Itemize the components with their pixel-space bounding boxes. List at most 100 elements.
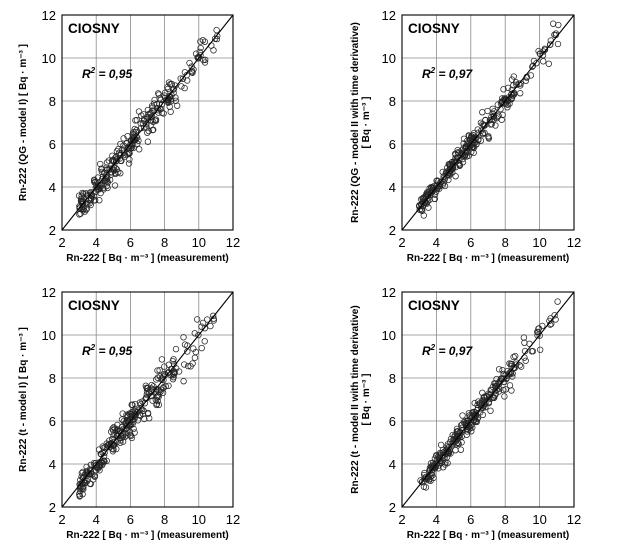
data-point: [521, 339, 528, 346]
data-point: [420, 194, 428, 201]
x-tick-label: 10: [532, 235, 546, 250]
data-point: [149, 104, 156, 111]
y-axis-label: Rn-222 (QG - model II with time derivati…: [350, 22, 361, 223]
r-squared-annotation: R2 = 0,95: [82, 343, 132, 358]
data-point: [494, 101, 501, 108]
chart-panel-3: 2 4 6 8 10 12 2 4 6 8 10 12 CIOSNY R2 = 0,95 Rn-222 [ …: [18, 285, 240, 541]
data-point: [492, 122, 499, 129]
plot-frame: [61, 14, 234, 231]
data-point: [500, 100, 508, 107]
data-point: [106, 437, 113, 444]
data-point: [145, 388, 153, 396]
data-point: [446, 168, 453, 175]
data-point: [488, 386, 495, 394]
data-point: [187, 363, 194, 370]
data-point: [495, 381, 503, 388]
data-point: [198, 344, 205, 352]
data-point: [114, 426, 121, 433]
data-point: [213, 26, 220, 34]
data-point: [136, 146, 143, 153]
data-point: [454, 149, 462, 156]
data-point: [207, 322, 214, 330]
data-point: [98, 168, 106, 176]
data-point: [113, 157, 120, 164]
data-point: [86, 480, 94, 487]
y-tick-label: 6: [389, 414, 396, 429]
data-point: [98, 175, 106, 183]
data-point: [153, 401, 160, 409]
data-point: [181, 361, 188, 368]
data-point: [527, 72, 535, 79]
data-point: [436, 458, 443, 465]
x-tick-label: 6: [467, 235, 474, 250]
x-tick-label: 2: [398, 512, 405, 527]
data-point: [149, 107, 156, 114]
y-axis-label: Rn-222 (t - model II with time derivativ…: [350, 305, 361, 493]
data-point: [83, 206, 90, 213]
data-point: [170, 86, 177, 93]
data-point: [201, 59, 209, 66]
data-point: [156, 367, 163, 374]
data-point: [86, 200, 93, 207]
data-point: [161, 89, 169, 96]
data-point: [512, 79, 520, 86]
data-point: [103, 164, 110, 171]
data-point: [201, 338, 208, 345]
data-point: [90, 476, 97, 483]
data-point: [115, 169, 122, 176]
data-point: [537, 346, 544, 353]
reference-line: [401, 14, 575, 231]
data-point: [76, 204, 84, 211]
data-point: [105, 157, 112, 164]
data-point: [181, 341, 189, 348]
y-axis-label: Rn-222 (QG - model I) [ Bq · m⁻³ ]: [18, 44, 29, 201]
data-point: [80, 482, 87, 489]
data-point: [102, 444, 109, 451]
data-point: [495, 388, 503, 395]
data-point: [154, 397, 161, 405]
data-point: [504, 101, 511, 108]
data-point: [463, 431, 470, 438]
data-point: [161, 363, 168, 370]
data-point: [128, 434, 136, 442]
y-tick-label: 6: [49, 137, 56, 152]
data-point: [480, 396, 487, 404]
data-point: [495, 366, 503, 373]
data-point: [125, 160, 133, 167]
data-point: [144, 384, 152, 392]
x-tick-label: 6: [127, 512, 134, 527]
data-point: [429, 472, 436, 479]
data-point: [502, 386, 509, 393]
data-point: [470, 411, 478, 419]
y-tick-label: 12: [382, 8, 396, 23]
data-point: [133, 133, 140, 140]
data-point: [510, 353, 517, 361]
data-point: [539, 52, 547, 59]
y-tick-label: 4: [49, 180, 56, 195]
y-tick-label: 4: [389, 180, 396, 195]
data-point: [141, 115, 148, 122]
data-point: [470, 149, 477, 156]
data-point: [440, 464, 447, 471]
data-point: [154, 367, 161, 374]
data-point: [87, 201, 94, 209]
data-point: [456, 157, 463, 164]
data-point: [106, 165, 113, 172]
data-point: [126, 150, 133, 157]
x-tick-label: 4: [433, 512, 440, 527]
data-point: [144, 138, 152, 145]
data-point: [427, 460, 435, 467]
data-point: [113, 445, 120, 453]
data-point: [456, 162, 463, 169]
data-point: [129, 421, 136, 428]
x-tick-label: 8: [502, 512, 509, 527]
data-point: [468, 421, 475, 428]
x-axis-label: Rn-222 [ Bq · m⁻³ ] (measurement): [66, 253, 229, 264]
data-point: [437, 441, 445, 449]
data-point: [76, 211, 83, 218]
data-point: [210, 47, 217, 54]
station-label: CIOSNY: [68, 298, 120, 313]
data-point: [540, 58, 547, 65]
data-point: [79, 485, 86, 492]
